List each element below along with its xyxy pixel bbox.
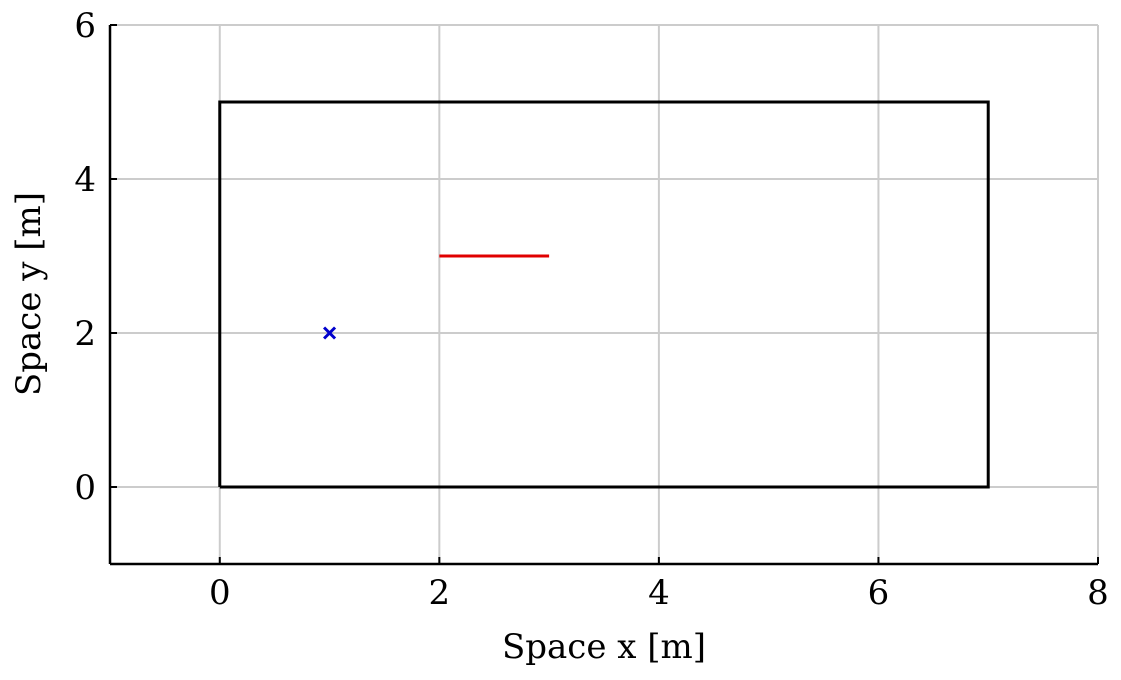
axes [108,24,1099,566]
x-axis-label: Space x [m] [502,627,706,667]
scatter-point-marker [322,326,337,340]
y-tick-label: 2 [74,314,96,354]
grid [110,24,1099,564]
y-tick-label: 4 [74,160,96,200]
y-tick-label: 0 [74,468,96,508]
x-tick-label: 2 [429,573,451,613]
x-tick-label: 8 [1087,573,1109,613]
y-axis-label: Space y [m] [9,192,49,396]
plot-series [218,100,990,489]
series-line-0 [218,100,990,489]
y-tick-label: 6 [74,6,96,46]
marker-stroke [322,326,337,340]
x-tick-label: 4 [648,573,670,613]
x-tick-label: 0 [209,573,231,613]
tick-labels: 0 2 4 6 8 0 2 4 6 [74,6,1108,613]
x-tick-label: 6 [868,573,890,613]
